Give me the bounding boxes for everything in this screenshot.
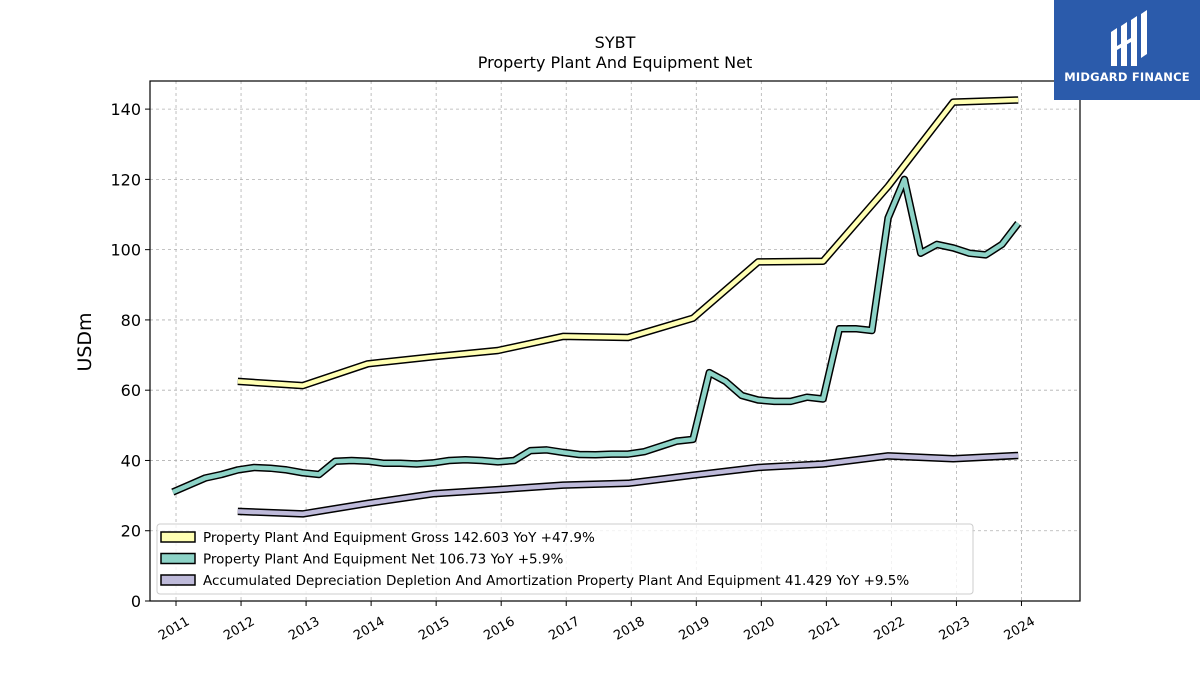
midgard-logo-icon — [1111, 10, 1147, 66]
chart-subtitle: Property Plant And Equipment Net — [478, 53, 753, 72]
series-line-3 — [237, 451, 1019, 518]
legend: Property Plant And Equipment Gross 142.6… — [156, 523, 974, 595]
series-line-2 — [171, 175, 1022, 496]
y-tick-label: 80 — [121, 311, 141, 330]
series-lines — [171, 96, 1022, 518]
x-tick-label: 2018 — [611, 614, 647, 644]
x-tick-label: 2011 — [156, 614, 192, 644]
y-tick-label: 20 — [121, 522, 141, 541]
x-tick-label: 2013 — [286, 614, 322, 644]
x-tick-label: 2021 — [807, 614, 843, 644]
y-tick-label: 120 — [110, 170, 141, 189]
x-tick-label: 2022 — [872, 614, 908, 644]
y-tick-label: 100 — [110, 241, 141, 260]
legend-label: Accumulated Depreciation Depletion And A… — [203, 573, 909, 589]
series-line-fill — [171, 177, 1020, 495]
legend-item-1: Property Plant And Equipment Gross 142.6… — [160, 530, 595, 546]
brand-name: MIDGARD FINANCE — [1064, 70, 1190, 84]
x-tick-label: 2020 — [741, 614, 777, 644]
x-axis: 2011 2012 2013 2014 2015 2016 2017 2018 2019 2020… — [156, 601, 1038, 644]
y-tick-label: 60 — [121, 381, 141, 400]
series-line-outline — [237, 96, 1019, 390]
y-tick-label: 40 — [121, 451, 141, 470]
series-line-1 — [237, 96, 1019, 390]
chart-title: SYBT — [595, 33, 636, 52]
legend-swatch — [160, 574, 196, 586]
legend-box — [156, 523, 974, 595]
x-tick-label: 2017 — [546, 614, 582, 644]
y-tick-label: 0 — [131, 592, 141, 611]
brand-logo: MIDGARD FINANCE — [1054, 0, 1200, 100]
x-tick-label: 2024 — [1002, 614, 1038, 644]
legend-item-2: Property Plant And Equipment Net 106.73 … — [160, 552, 563, 568]
legend-swatch — [160, 552, 196, 565]
plot-frame — [149, 80, 1081, 602]
x-tick-label: 2019 — [676, 614, 712, 644]
x-tick-label: 2015 — [416, 614, 452, 644]
legend-label: Property Plant And Equipment Gross 142.6… — [203, 530, 595, 546]
y-axis-label: USDm — [74, 312, 96, 371]
legend-swatch — [160, 531, 196, 543]
x-tick-label: 2016 — [481, 614, 517, 644]
x-tick-label: 2014 — [351, 614, 387, 644]
y-axis: 0 20 40 60 80 100 120 140 — [110, 100, 150, 611]
series-line-fill — [237, 453, 1019, 517]
y-tick-label: 140 — [110, 100, 141, 119]
legend-label: Property Plant And Equipment Net 106.73 … — [203, 552, 563, 568]
x-tick-label: 2012 — [221, 614, 257, 644]
x-tick-label: 2023 — [937, 614, 973, 644]
series-line-fill — [237, 97, 1019, 388]
grid — [150, 81, 1080, 601]
legend-item-3: Accumulated Depreciation Depletion And A… — [160, 573, 909, 589]
